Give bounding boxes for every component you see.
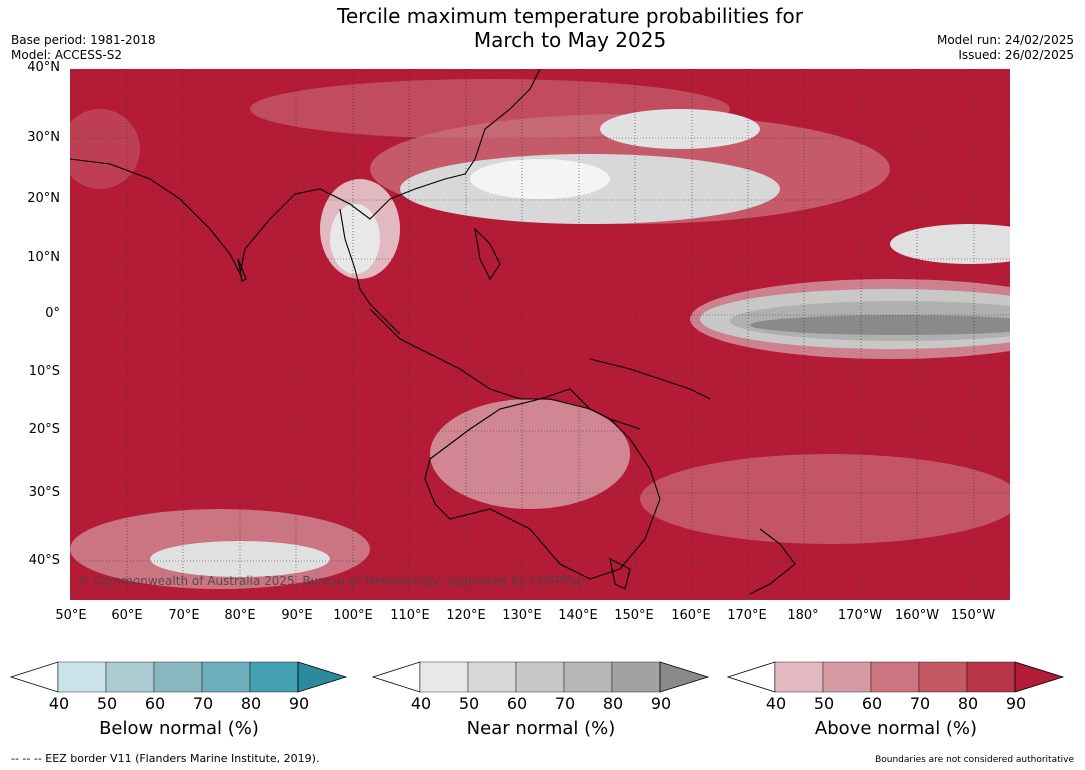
colorbar-cell	[515, 661, 565, 693]
new-guinea-outline	[589, 358, 711, 400]
lat-label: 0°	[45, 306, 60, 321]
lat-label: 40°N	[27, 60, 60, 75]
lon-label: 70°E	[168, 608, 200, 623]
lon-label: 110°E	[390, 608, 430, 623]
title-line-2: March to May 2025	[473, 28, 667, 52]
model-text: Model: ACCESS-S2	[11, 48, 123, 62]
lon-label: 130°E	[502, 608, 542, 623]
colorbar-cell	[467, 661, 517, 693]
colorbar-lower-extension	[727, 661, 776, 693]
colorbar-cell	[105, 661, 155, 693]
colorbar-upper-extension	[659, 661, 710, 693]
colorbar-tick: 50	[96, 694, 118, 713]
above-normal-title: Above normal (%)	[814, 718, 978, 739]
colorbar-cell	[774, 661, 824, 693]
colorbar-lower-extension	[372, 661, 421, 693]
eez-border-note: -- -- -- EEZ border V11 (Flanders Marine…	[11, 752, 320, 765]
lon-label: 100°E	[333, 608, 373, 623]
lat-label: 30°N	[27, 130, 60, 145]
probability-map	[70, 69, 1010, 600]
above-normal-colorbar	[727, 661, 1065, 693]
lon-label: 90°E	[281, 608, 313, 623]
philippines-outline	[474, 227, 501, 281]
colorbar-cell	[822, 661, 872, 693]
colorbar-tick: 70	[554, 694, 576, 713]
near-normal-title: Near normal (%)	[466, 718, 616, 739]
new-zealand-outline	[749, 528, 796, 595]
colorbar-cell	[201, 661, 251, 693]
lon-label: 160°E	[671, 608, 711, 623]
lon-label: 140°E	[558, 608, 598, 623]
model-run-text: Model run: 24/02/2025	[936, 33, 1074, 47]
australia-outline	[424, 388, 661, 580]
colorbar-upper-extension	[297, 661, 348, 693]
colorbar-cell	[249, 661, 299, 693]
lon-label: 50°E	[55, 608, 87, 623]
colorbar-tick: 60	[861, 694, 883, 713]
colorbar-cell	[563, 661, 613, 693]
lat-label: 40°S	[28, 553, 60, 568]
lon-label: 120°E	[446, 608, 486, 623]
colorbar-tick: 70	[192, 694, 214, 713]
near-normal-colorbar	[372, 661, 710, 693]
colorbar-tick: 60	[506, 694, 528, 713]
colorbar-tick: 60	[144, 694, 166, 713]
colorbar-upper-extension	[1014, 661, 1065, 693]
lat-label: 10°N	[27, 250, 60, 265]
lat-label: 20°S	[28, 422, 60, 437]
issued-text: Issued: 26/02/2025	[958, 48, 1074, 62]
colorbar-tick: 80	[602, 694, 624, 713]
below-normal-title: Below normal (%)	[99, 718, 259, 739]
colorbar-tick: 50	[813, 694, 835, 713]
colorbar-cell	[57, 661, 107, 693]
colorbar-tick: 80	[957, 694, 979, 713]
colorbar-cell	[153, 661, 203, 693]
graticule	[70, 69, 1010, 600]
colorbar-cell	[611, 661, 661, 693]
lon-label: 80°E	[224, 608, 256, 623]
lat-label: 30°S	[28, 485, 60, 500]
lon-label: 170°W	[837, 608, 883, 623]
colorbar-cell	[870, 661, 920, 693]
lon-label: 150°W	[950, 608, 996, 623]
colorbar-cell	[918, 661, 968, 693]
coastlines	[70, 69, 796, 595]
colorbar-tick: 90	[1005, 694, 1027, 713]
colorbar-tick: 90	[650, 694, 672, 713]
lighter-bands	[70, 79, 1010, 589]
lat-label: 20°N	[27, 191, 60, 206]
colorbar-tick: 40	[410, 694, 432, 713]
meta-right: Model run: 24/02/2025 Issued: 26/02/2025	[937, 33, 1074, 63]
lon-label: 180°	[787, 608, 819, 623]
copyright-notice: © Commonwealth of Australia 2025, Bureau…	[78, 574, 584, 588]
boundaries-disclaimer: Boundaries are not considered authoritat…	[875, 755, 1074, 765]
lon-label: 160°W	[894, 608, 940, 623]
colorbar-cell	[966, 661, 1016, 693]
meta-left: Base period: 1981-2018 Model: ACCESS-S2	[11, 33, 156, 63]
colorbar-tick: 70	[909, 694, 931, 713]
colorbar-tick: 50	[458, 694, 480, 713]
title-line-1: Tercile maximum temperature probabilitie…	[337, 4, 803, 28]
colorbar-tick: 40	[48, 694, 70, 713]
lon-label: 170°E	[727, 608, 767, 623]
below-normal-colorbar	[10, 661, 348, 693]
map-title: Tercile maximum temperature probabilitie…	[270, 4, 870, 52]
colorbar-lower-extension	[10, 661, 59, 693]
lat-label: 10°S	[28, 364, 60, 379]
tasmania-outline	[609, 558, 631, 590]
base-period-text: Base period: 1981-2018	[11, 33, 156, 47]
lon-label: 150°E	[614, 608, 654, 623]
malay-peninsula-outline	[339, 208, 401, 335]
colorbar-cell	[419, 661, 469, 693]
lon-label: 60°E	[111, 608, 143, 623]
colorbar-tick: 80	[240, 694, 262, 713]
asia-coastline	[70, 69, 541, 276]
colorbar-tick: 40	[765, 694, 787, 713]
colorbar-tick: 90	[288, 694, 310, 713]
